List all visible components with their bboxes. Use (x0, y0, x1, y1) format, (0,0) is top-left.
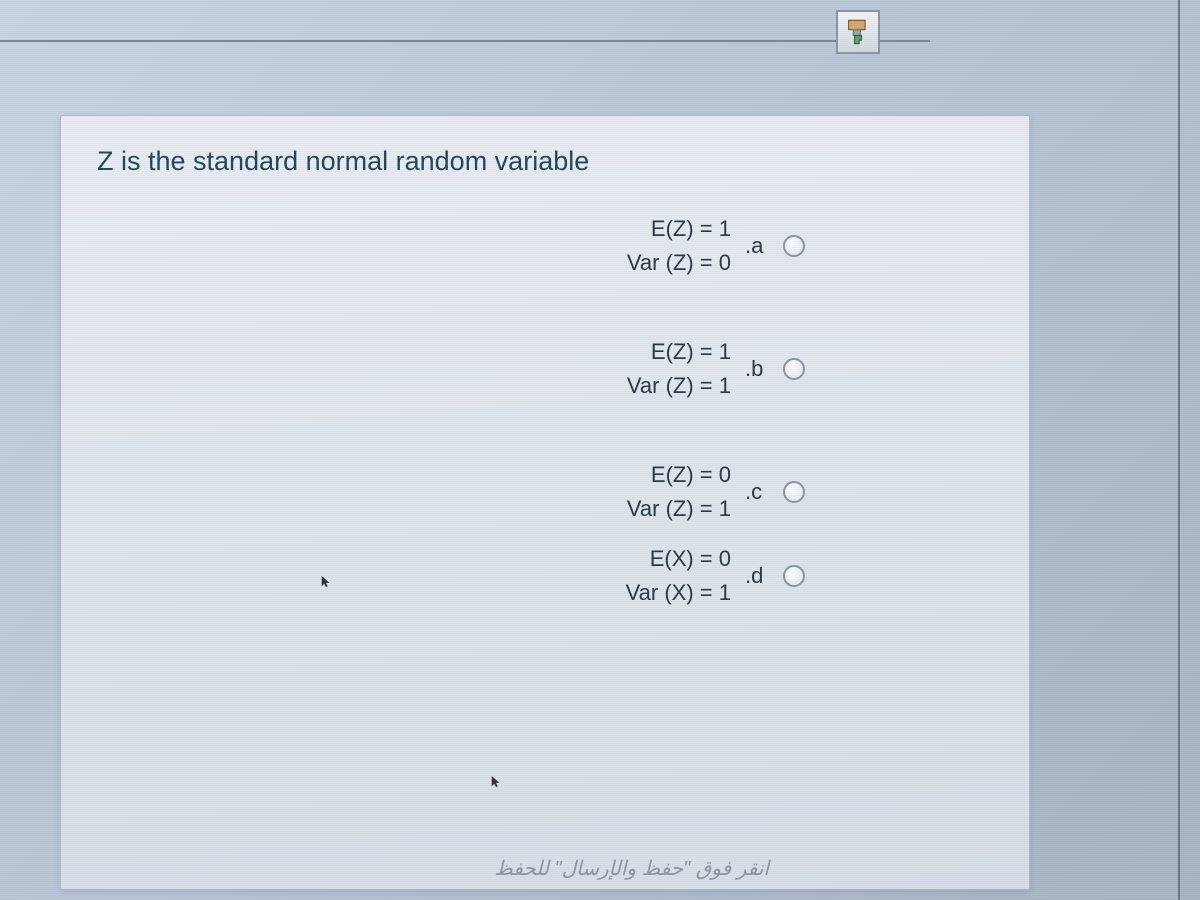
option-b-line2: Var (Z) = 1 (627, 369, 731, 403)
option-b-label: .b (745, 356, 767, 382)
toolbar (0, 0, 1180, 60)
footer-hint: انقر فوق "حفظ والإرسال" للحفظ (494, 856, 769, 881)
option-a-radio[interactable] (783, 235, 805, 257)
option-a-text: E(Z) = 1 Var (Z) = 0 (627, 212, 731, 280)
option-d-line1: E(X) = 0 (650, 542, 731, 576)
option-a-line2: Var (Z) = 0 (627, 246, 731, 280)
option-c-line1: E(Z) = 0 (651, 458, 731, 492)
option-c-line2: Var (Z) = 1 (627, 492, 731, 526)
option-b-line1: E(Z) = 1 (651, 335, 731, 369)
paint-brush-icon (844, 18, 872, 46)
option-a[interactable]: E(Z) = 1 Var (Z) = 0 .a (285, 212, 805, 280)
option-b-radio[interactable] (783, 358, 805, 380)
toolbar-divider (0, 40, 930, 42)
cursor-icon (321, 576, 331, 588)
option-d[interactable]: E(X) = 0 Var (X) = 1 .d (285, 542, 805, 610)
option-d-text: E(X) = 0 Var (X) = 1 (626, 542, 731, 610)
option-b[interactable]: E(Z) = 1 Var (Z) = 1 .b (285, 335, 805, 403)
option-b-text: E(Z) = 1 Var (Z) = 1 (627, 335, 731, 403)
question-card: Z is the standard normal random variable… (60, 115, 1030, 890)
option-c-label: .c (745, 479, 767, 505)
option-d-radio[interactable] (783, 565, 805, 587)
option-c-radio[interactable] (783, 481, 805, 503)
option-a-label: .a (745, 233, 767, 259)
option-c[interactable]: E(Z) = 0 Var (Z) = 1 .c (285, 458, 805, 526)
option-c-text: E(Z) = 0 Var (Z) = 1 (627, 458, 731, 526)
paint-format-icon[interactable] (836, 10, 880, 54)
options-list: E(Z) = 1 Var (Z) = 0 .a E(Z) = 1 Var (Z)… (97, 212, 993, 610)
option-d-label: .d (745, 563, 767, 589)
option-d-line2: Var (X) = 1 (626, 576, 731, 610)
question-title: Z is the standard normal random variable (97, 146, 993, 177)
cursor-icon (491, 776, 501, 788)
option-a-line1: E(Z) = 1 (651, 212, 731, 246)
